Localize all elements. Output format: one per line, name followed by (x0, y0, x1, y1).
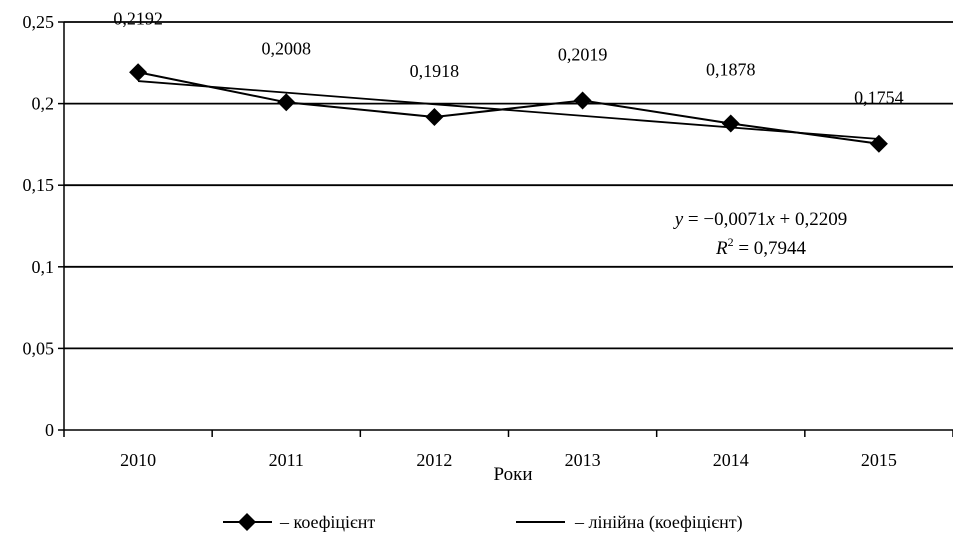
x-tick-label: 2013 (565, 450, 601, 470)
data-point-marker (425, 107, 444, 126)
data-label: 0,1754 (854, 88, 904, 108)
data-label: 0,2008 (262, 38, 312, 58)
y-tick-label: 0,05 (23, 338, 55, 358)
legend-series-label: – коефіцієнт (279, 512, 375, 532)
equation-x-symbol: x (765, 209, 775, 230)
data-label: 0,1878 (706, 60, 756, 80)
y-tick-label: 0 (45, 420, 54, 440)
x-tick-label: 2015 (861, 450, 897, 470)
gridlines (64, 21, 953, 350)
trendline-equation: y = −0,0071x + 0,2209 (673, 209, 848, 230)
data-point-marker (277, 93, 296, 112)
equation-y-symbol: y (673, 209, 684, 230)
data-label: 0,2192 (113, 8, 163, 28)
y-tick-label: 0,1 (32, 257, 55, 277)
x-tick-label: 2012 (416, 450, 452, 470)
trendline-r-squared: R2 = 0,7944 (715, 235, 807, 259)
trendline-layer (138, 80, 879, 140)
equation-intercept: + 0,2209 (775, 209, 847, 230)
legend: – коефіцієнт – лінійна (коефіцієнт) (223, 512, 743, 533)
data-point-marker (129, 63, 148, 82)
data-label: 0,2019 (558, 44, 608, 64)
legend-diamond-marker-icon (238, 513, 256, 531)
r-squared-symbol: R (715, 238, 728, 259)
y-tick-label: 0,2 (32, 94, 55, 114)
r-squared-superscript: 2 (728, 235, 734, 249)
equation-slope: = −0,0071 (683, 209, 766, 230)
data-point-marker (869, 134, 888, 153)
x-tick-label: 2011 (269, 450, 304, 470)
r-squared-value: = 0,7944 (734, 238, 807, 259)
y-tick-label: 0,15 (23, 175, 55, 195)
legend-entry-series: – коефіцієнт (223, 512, 375, 532)
x-axis-title: Роки (494, 464, 533, 485)
y-tick-label: 0,25 (23, 12, 55, 32)
data-point-marker (573, 91, 592, 110)
trendline (138, 80, 879, 140)
x-tick-label: 2014 (713, 450, 749, 470)
series-layer (129, 63, 888, 153)
data-labels: 0,2192 0,2008 0,1918 0,2019 0,1878 0,1754 (113, 8, 903, 107)
series-line (137, 71, 880, 145)
legend-entry-trendline: – лінійна (коефіцієнт) (516, 512, 743, 533)
data-label: 0,1918 (410, 61, 460, 81)
data-point-marker (721, 114, 740, 133)
legend-trendline-label: – лінійна (коефіцієнт) (574, 512, 743, 533)
y-axis-ticks: 0 0,05 0,1 0,15 0,2 0,25 (23, 12, 64, 440)
x-axis-ticks: 2010 2011 2012 2013 2014 2015 (63, 430, 953, 470)
x-tick-label: 2010 (120, 450, 156, 470)
